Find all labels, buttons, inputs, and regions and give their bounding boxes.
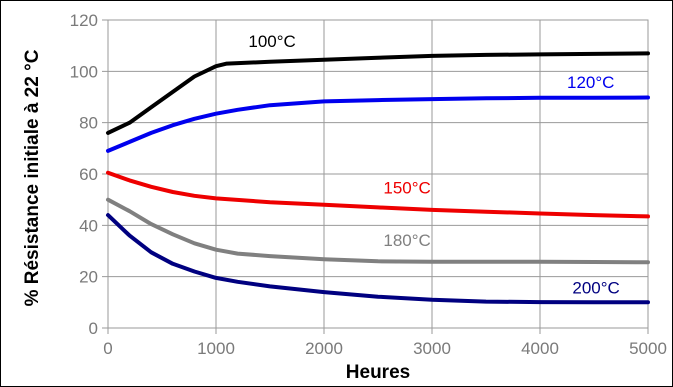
y-tick-label: 80 bbox=[79, 114, 98, 133]
x-tick-label: 5000 bbox=[629, 339, 667, 358]
y-tick-label: 60 bbox=[79, 165, 98, 184]
x-tick-label: 3000 bbox=[413, 339, 451, 358]
series-line-180 bbox=[106, 197, 650, 265]
x-tick-label: 2000 bbox=[305, 339, 343, 358]
series-label-100: 100°C bbox=[248, 32, 295, 51]
series-line-120 bbox=[106, 95, 650, 153]
x-tick-label: 1000 bbox=[197, 339, 235, 358]
series-line-200 bbox=[106, 213, 650, 305]
y-tick-label: 0 bbox=[89, 319, 98, 338]
series-line-150 bbox=[106, 170, 650, 219]
y-tick-label: 100 bbox=[70, 62, 98, 81]
series-label-150: 150°C bbox=[383, 178, 430, 197]
x-axis-title: Heures bbox=[346, 362, 410, 383]
series-lines-group bbox=[106, 51, 650, 305]
series-label-200: 200°C bbox=[572, 278, 619, 297]
y-tick-label: 120 bbox=[70, 11, 98, 30]
series-labels-group: 100°C 120°C 150°C 180°C 200°C bbox=[248, 32, 619, 297]
y-tick-label: 40 bbox=[79, 216, 98, 235]
series-label-180: 180°C bbox=[383, 231, 430, 250]
x-tick-label: 0 bbox=[103, 339, 112, 358]
series-line-100 bbox=[106, 51, 650, 135]
tick-labels-group: 0 1000 2000 3000 4000 5000 0 20 40 60 80 100 120 bbox=[70, 11, 667, 358]
series-label-120: 120°C bbox=[567, 73, 614, 92]
y-tick-label: 20 bbox=[79, 268, 98, 287]
x-tick-label: 4000 bbox=[521, 339, 559, 358]
y-axis-title: % Résistance initiale à 22 °C bbox=[22, 49, 43, 306]
grid-group bbox=[102, 19, 649, 334]
